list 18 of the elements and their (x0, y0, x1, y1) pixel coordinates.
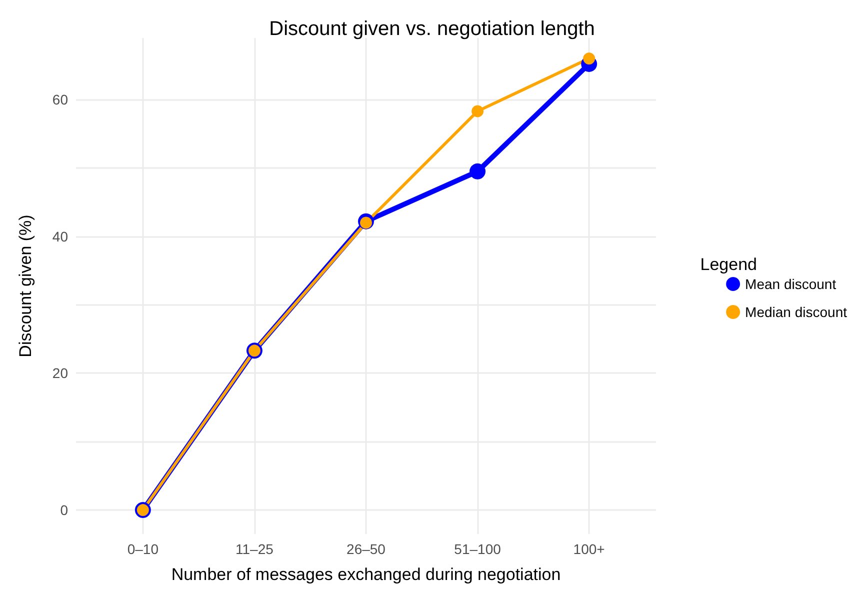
y-tick-label: 0 (60, 502, 68, 518)
legend-label: Mean discount (745, 276, 836, 292)
point (583, 52, 596, 65)
point (470, 163, 486, 180)
legend-title: Legend (700, 255, 758, 274)
x-tick-label: 100+ (573, 541, 605, 557)
x-tick-label: 11–25 (236, 541, 274, 557)
legend-label: Median discount (745, 304, 848, 320)
x-axis-title: Number of messages exchanged during negotiation (171, 565, 561, 584)
x-tick-label: 0–10 (127, 541, 159, 557)
point (472, 105, 484, 118)
x-tick-label: 51–100 (454, 541, 502, 557)
y-tick-label: 40 (52, 228, 68, 244)
y-tick-label: 60 (52, 92, 68, 108)
y-axis-title: Discount given (%) (16, 214, 35, 358)
chart-title: Discount given vs. negotiation length (269, 18, 595, 40)
x-tick-label: 26–50 (346, 541, 386, 557)
y-tick-label: 20 (52, 365, 68, 382)
